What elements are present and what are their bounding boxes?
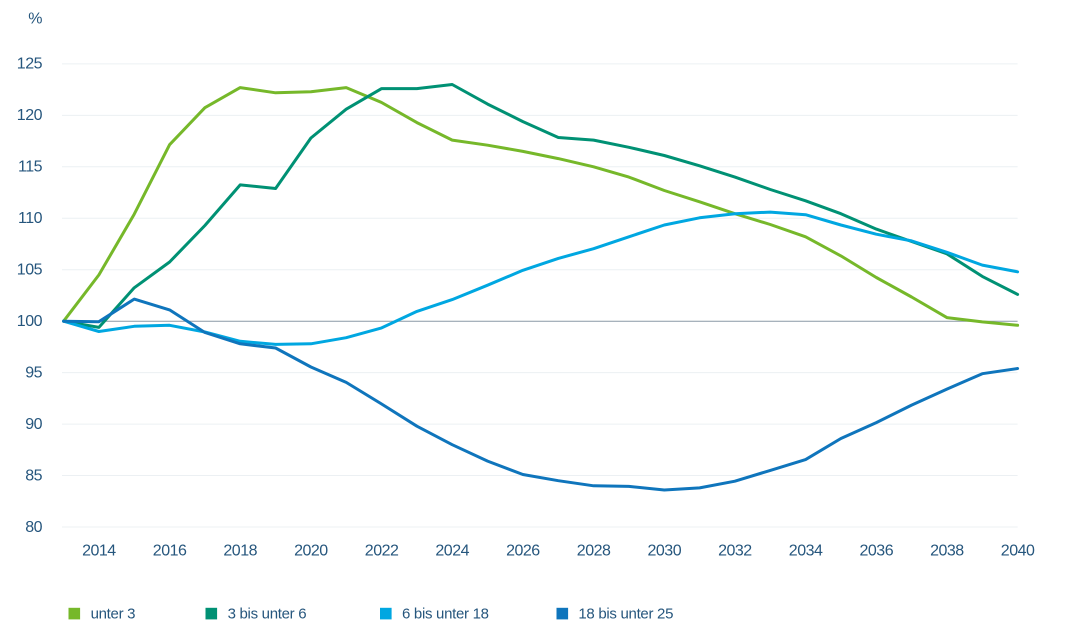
svg-text:80: 80 bbox=[25, 519, 42, 536]
svg-text:2030: 2030 bbox=[648, 543, 682, 560]
svg-text:85: 85 bbox=[25, 467, 42, 484]
svg-text:6 bis unter 18: 6 bis unter 18 bbox=[402, 606, 489, 623]
svg-text:2022: 2022 bbox=[365, 543, 399, 560]
svg-text:2028: 2028 bbox=[577, 543, 611, 560]
svg-text:18 bis unter 25: 18 bis unter 25 bbox=[578, 606, 673, 623]
svg-text:2032: 2032 bbox=[718, 543, 752, 560]
svg-text:2016: 2016 bbox=[153, 543, 187, 560]
svg-text:2020: 2020 bbox=[294, 543, 328, 560]
svg-text:90: 90 bbox=[25, 416, 42, 433]
svg-text:unter 3: unter 3 bbox=[91, 606, 136, 623]
svg-text:2040: 2040 bbox=[1001, 543, 1035, 560]
svg-text:2036: 2036 bbox=[860, 543, 894, 560]
svg-text:3 bis unter 6: 3 bis unter 6 bbox=[228, 606, 307, 623]
svg-text:110: 110 bbox=[18, 210, 43, 227]
svg-text:2038: 2038 bbox=[930, 543, 964, 560]
svg-text:120: 120 bbox=[17, 107, 43, 124]
svg-text:2014: 2014 bbox=[82, 543, 116, 560]
svg-text:2034: 2034 bbox=[789, 543, 823, 560]
svg-text:95: 95 bbox=[25, 364, 42, 381]
svg-text:2026: 2026 bbox=[506, 543, 540, 560]
svg-text:125: 125 bbox=[17, 56, 43, 73]
svg-text:115: 115 bbox=[18, 159, 43, 176]
svg-text:2018: 2018 bbox=[223, 543, 257, 560]
svg-text:100: 100 bbox=[17, 313, 43, 330]
svg-text:105: 105 bbox=[17, 262, 43, 279]
svg-text:%: % bbox=[28, 11, 42, 28]
svg-text:2024: 2024 bbox=[435, 543, 469, 560]
